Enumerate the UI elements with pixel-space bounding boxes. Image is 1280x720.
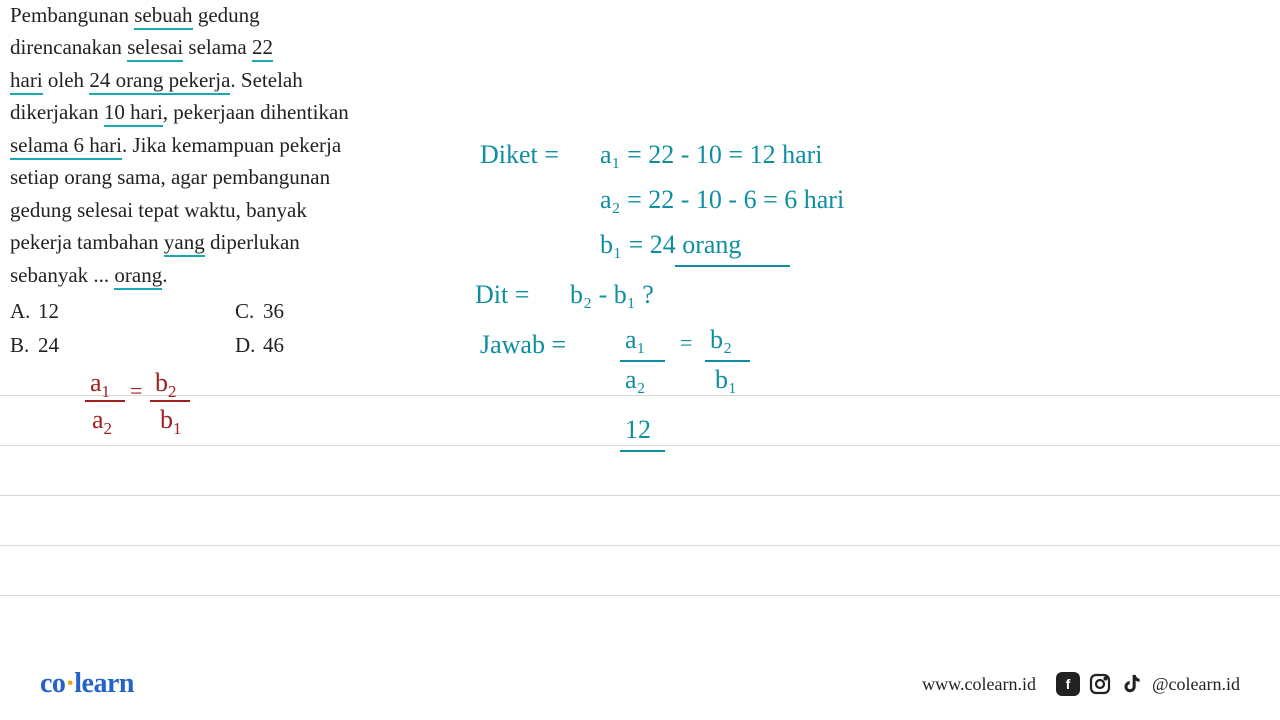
- footer: co·learn www.colearn.id f @colearn.id: [0, 668, 1280, 700]
- hw-red-eq: =: [130, 378, 142, 404]
- hw-b1-eq: b₁ = 24 orang: [600, 230, 741, 260]
- hw-ans-eq1: =: [680, 330, 692, 356]
- hw-red-fracline-2: [150, 400, 190, 402]
- instagram-icon: [1088, 672, 1112, 696]
- facebook-icon: f: [1056, 672, 1080, 696]
- tiktok-icon: [1120, 672, 1144, 696]
- hw-ans-a1: a₁: [625, 325, 646, 355]
- answer-options: A.12 C.36 B.24 D.46: [10, 296, 440, 361]
- question-text: Pembangunan sebuah gedung direncanakan s…: [10, 0, 440, 361]
- logo: co·learn: [40, 668, 134, 700]
- hw-a2-eq: a₂ = 22 - 10 - 6 = 6 hari: [600, 185, 844, 215]
- hw-a1-eq: a₁ = 22 - 10 = 12 hari: [600, 140, 823, 170]
- option-a: A.12: [10, 296, 215, 326]
- hw-orang-underline: [675, 265, 790, 267]
- hw-red-a2: a2: [92, 405, 112, 439]
- hw-ans-12-line: [620, 450, 665, 452]
- hw-red-b1: b1: [160, 405, 181, 439]
- option-d: D.46: [235, 330, 440, 360]
- hw-ans-b2: b₂: [710, 325, 732, 355]
- social-icons: f @colearn.id: [1056, 672, 1240, 696]
- hw-red-fracline-1: [85, 400, 125, 402]
- hw-ans-b1: b₁: [715, 365, 737, 395]
- hw-ans-12: 12: [625, 415, 651, 445]
- hw-dit-eq: b₂ - b₁ ?: [570, 280, 654, 310]
- hw-ans-frac2: [705, 360, 750, 362]
- hw-red-b2: b2: [155, 368, 176, 402]
- hw-ans-a2: a₂: [625, 365, 646, 395]
- hw-red-a1: a1: [90, 368, 110, 402]
- footer-handle: @colearn.id: [1152, 674, 1240, 695]
- option-b: B.24: [10, 330, 215, 360]
- hw-diket-label: Diket =: [480, 140, 559, 170]
- footer-url: www.colearn.id: [922, 674, 1036, 695]
- hw-dit-label: Dit =: [475, 280, 529, 310]
- hw-jawab-label: Jawab =: [480, 330, 566, 360]
- hw-ans-frac1: [620, 360, 665, 362]
- option-c: C.36: [235, 296, 440, 326]
